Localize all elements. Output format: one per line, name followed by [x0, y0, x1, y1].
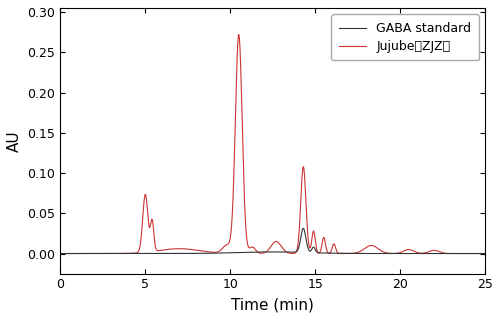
Line: GABA standard: GABA standard	[60, 228, 485, 254]
Line: Jujube（ZJZ）: Jujube（ZJZ）	[60, 34, 485, 254]
Jujube（ZJZ）	[395, 251, 401, 255]
Jujube（ZJZ）	[372, 245, 378, 249]
Jujube（ZJZ）	[308, 238, 314, 242]
GABA standard	[300, 226, 306, 230]
Jujube（ZJZ）	[482, 252, 488, 256]
GABA standard	[372, 252, 378, 256]
Jujube（ZJZ）	[328, 251, 334, 255]
Y-axis label: AU: AU	[7, 130, 22, 152]
GABA standard	[78, 252, 84, 256]
GABA standard	[211, 251, 217, 255]
GABA standard	[482, 252, 488, 256]
Legend: GABA standard, Jujube（ZJZ）: GABA standard, Jujube（ZJZ）	[332, 14, 479, 61]
Jujube（ZJZ）	[211, 250, 217, 254]
GABA standard	[58, 252, 64, 256]
Jujube（ZJZ）	[78, 252, 84, 256]
Jujube（ZJZ）	[236, 33, 242, 36]
Jujube（ZJZ）	[58, 252, 64, 256]
GABA standard	[308, 248, 314, 251]
GABA standard	[395, 252, 401, 256]
GABA standard	[328, 251, 334, 255]
X-axis label: Time (min): Time (min)	[232, 297, 314, 312]
